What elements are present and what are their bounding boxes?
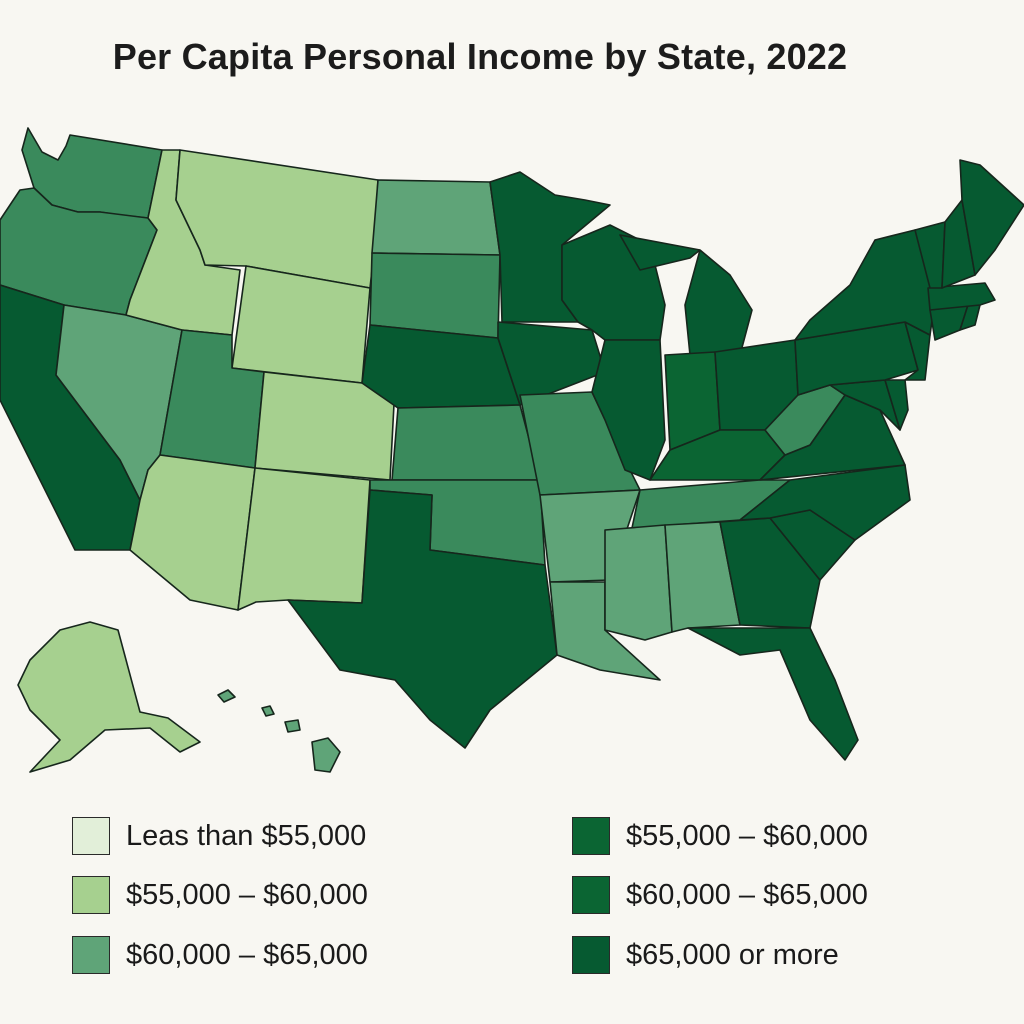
state-SD[interactable] (369, 252, 501, 339)
legend-item-5: $60,000 – $65,000 (572, 873, 868, 917)
legend-swatch (72, 817, 110, 855)
state-CO[interactable] (254, 371, 396, 481)
state-IA[interactable] (497, 321, 606, 406)
state-AZ[interactable] (129, 454, 256, 611)
legend-item-3: $60,000 – $65,000 (72, 933, 368, 977)
state-AK[interactable] (17, 621, 201, 773)
legend-swatch (72, 876, 110, 914)
state-ME[interactable] (959, 159, 1024, 276)
state-NE[interactable] (361, 324, 521, 409)
legend-label: $55,000 – $60,000 (126, 878, 368, 911)
state-WY[interactable] (231, 265, 371, 384)
map-title: Per Capita Personal Income by State, 202… (112, 36, 848, 77)
state-MA[interactable] (927, 282, 996, 311)
legend-swatch (572, 936, 610, 974)
state-KS[interactable] (391, 404, 541, 481)
legend-swatch (572, 817, 610, 855)
state-AL[interactable] (664, 521, 741, 633)
state-DE[interactable] (884, 379, 909, 431)
legend-label: $55,000 – $60,000 (626, 819, 868, 852)
state-ND[interactable] (371, 179, 501, 256)
state-NC[interactable] (739, 464, 911, 541)
state-MS[interactable] (604, 524, 673, 641)
state-TX[interactable] (287, 489, 558, 749)
legend-label: $60,000 – $65,000 (626, 878, 868, 911)
legend-item-4: $55,000 – $60,000 (572, 814, 868, 858)
legend-label: Leas than $55,000 (126, 819, 367, 852)
state-FL[interactable] (687, 627, 859, 761)
us-choropleth-map (0, 127, 1024, 773)
legend-swatch (72, 936, 110, 974)
legend-swatch (572, 876, 610, 914)
state-NY[interactable] (794, 229, 941, 341)
state-IL[interactable] (591, 339, 666, 481)
legend-label: $65,000 or more (626, 938, 839, 971)
legend-item-1: Leas than $55,000 (72, 814, 366, 858)
state-HI[interactable] (217, 689, 341, 773)
legend-label: $60,000 – $65,000 (126, 938, 368, 971)
legend-item-6: $65,000 or more (572, 933, 839, 977)
legend-item-2: $55,000 – $60,000 (72, 873, 368, 917)
state-NM[interactable] (237, 467, 371, 611)
